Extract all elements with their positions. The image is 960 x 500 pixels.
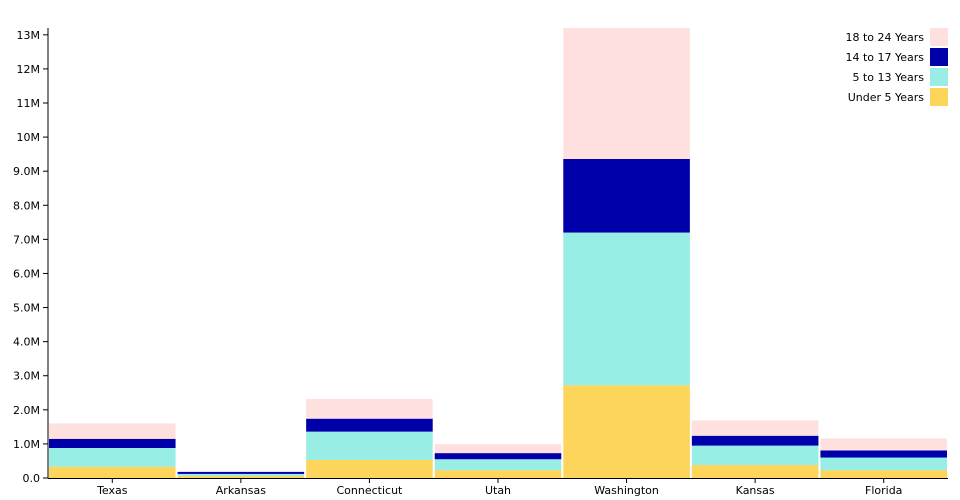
y-tick-label: 5.0M: [13, 302, 40, 315]
x-tick-label-connecticut: Connecticut: [336, 484, 403, 497]
bar-segment-connecticut-14-to-17-years: [306, 418, 433, 432]
legend-swatch-5-to-13-years: [930, 68, 948, 86]
y-tick-label: 3.0M: [13, 370, 40, 383]
y-tick-label: 0.0: [23, 472, 41, 485]
bar-segment-kansas-18-to-24-years: [691, 420, 819, 436]
bar-segment-texas-under-5-years: [49, 466, 176, 478]
bars-layer: [49, 28, 947, 478]
x-tick-label-washington: Washington: [594, 484, 659, 497]
bar-segment-florida-14-to-17-years: [820, 450, 947, 458]
bar-segment-arkansas-18-to-24-years: [177, 470, 305, 472]
bar-segment-florida-18-to-24-years: [820, 438, 947, 451]
y-tick-label: 4.0M: [13, 336, 40, 349]
x-tick-label-texas: Texas: [96, 484, 128, 497]
bar-segment-utah-14-to-17-years: [434, 453, 562, 460]
bar-segment-washington-18-to-24-years: [563, 28, 690, 159]
y-tick-label: 10M: [17, 131, 41, 144]
bar-segment-utah-under-5-years: [434, 470, 562, 478]
bar-segment-utah-5-to-13-years: [434, 459, 562, 471]
legend-label-18-to-24-years: 18 to 24 Years: [845, 31, 924, 44]
bar-segment-washington-under-5-years: [563, 385, 690, 478]
y-axis: 0.0 1.0M 2.0M 3.0M 4.0M 5.0M 6.0M 7.0M 8.0M 9.0M 1…: [13, 28, 49, 485]
bar-segment-connecticut-under-5-years: [306, 459, 433, 478]
legend-swatch-14-to-17-years: [930, 48, 948, 66]
y-tick-label: 13M: [17, 29, 41, 42]
x-tick-label-kansas: Kansas: [736, 484, 775, 497]
y-tick-label: 8.0M: [13, 199, 40, 212]
y-tick-label: 6.0M: [13, 267, 40, 280]
bar-segment-texas-14-to-17-years: [49, 438, 176, 448]
x-axis: Texas Arkansas Connecticut Utah Washington Ka…: [48, 478, 948, 497]
x-tick-label-florida: Florida: [865, 484, 902, 497]
bar-segment-arkansas-5-to-13-years: [177, 473, 305, 476]
y-tick-label: 2.0M: [13, 404, 40, 417]
bar-segment-florida-under-5-years: [820, 470, 947, 478]
bar-segment-arkansas-under-5-years: [177, 475, 305, 478]
legend: 18 to 24 Years 14 to 17 Years 5 to 13 Year…: [845, 28, 948, 106]
legend-swatch-under-5-years: [930, 88, 948, 106]
bar-segment-connecticut-18-to-24-years: [306, 398, 433, 419]
bar-segment-connecticut-5-to-13-years: [306, 431, 433, 460]
bar-segment-texas-5-to-13-years: [49, 448, 176, 467]
legend-label-under-5-years: Under 5 Years: [848, 91, 925, 104]
y-tick-label: 9.0M: [13, 165, 40, 178]
bar-segment-washington-5-to-13-years: [563, 232, 690, 386]
y-tick-label: 12M: [17, 63, 41, 76]
bar-segment-arkansas-14-to-17-years: [177, 471, 305, 474]
bar-segment-kansas-14-to-17-years: [691, 435, 819, 446]
bar-segment-utah-18-to-24-years: [434, 444, 562, 454]
legend-label-14-to-17-years: 14 to 17 Years: [845, 51, 924, 64]
bar-segment-kansas-under-5-years: [691, 465, 819, 478]
y-tick-label: 11M: [17, 97, 41, 110]
x-tick-label-utah: Utah: [485, 484, 511, 497]
x-tick-label-arkansas: Arkansas: [216, 484, 266, 497]
y-tick-label: 1.0M: [13, 438, 40, 451]
legend-swatch-18-to-24-years: [930, 28, 948, 46]
bar-segment-florida-5-to-13-years: [820, 457, 947, 471]
bar-segment-washington-14-to-17-years: [563, 158, 690, 233]
bar-segment-kansas-5-to-13-years: [691, 445, 819, 466]
y-tick-label: 7.0M: [13, 233, 40, 246]
legend-label-5-to-13-years: 5 to 13 Years: [852, 71, 924, 84]
bar-segment-texas-18-to-24-years: [49, 423, 176, 439]
